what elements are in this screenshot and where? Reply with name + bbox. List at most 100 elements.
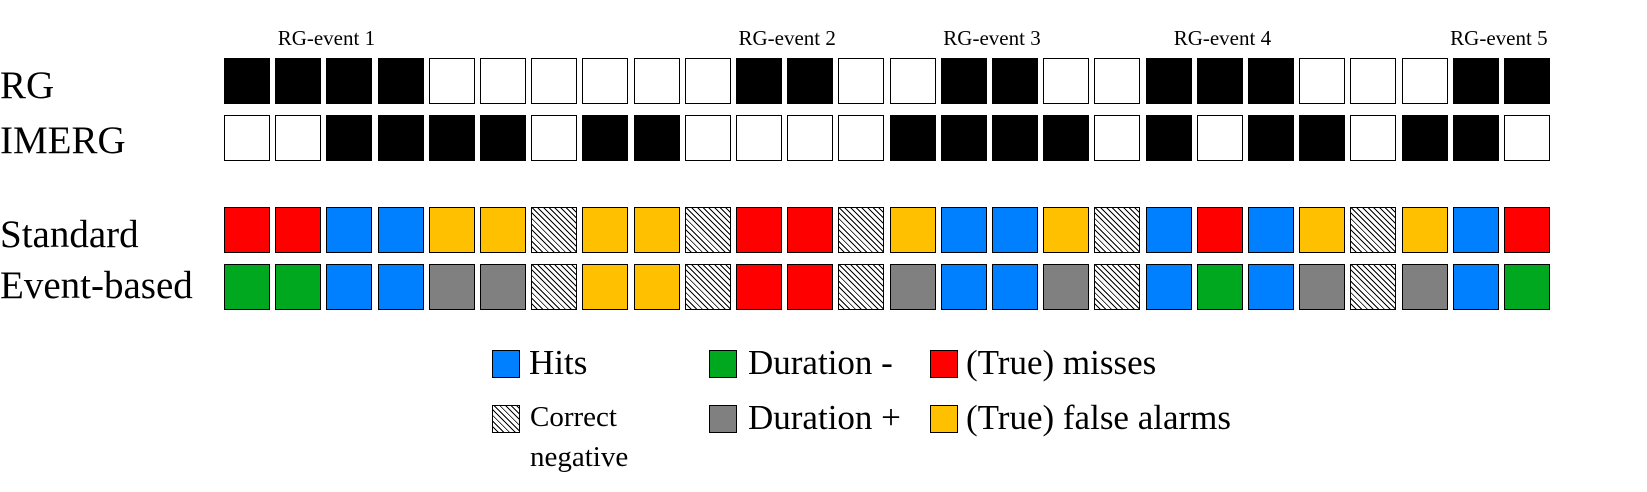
event-cell-dminus <box>1196 264 1243 310</box>
imerg-cell-B <box>582 115 629 161</box>
standard-cell-fa <box>889 207 936 253</box>
standard-cell-fa <box>428 207 475 253</box>
event-cell-hit <box>326 264 373 310</box>
standard-cell-miss <box>275 207 322 253</box>
event-cell-cn <box>838 264 885 310</box>
imerg-cell-W <box>684 115 731 161</box>
row-label-imerg: IMERG <box>0 119 126 162</box>
event-cell-miss <box>787 264 834 310</box>
imerg-cell-W <box>736 115 782 161</box>
standard-cell-fa <box>582 207 629 253</box>
standard-cell-cn <box>1094 207 1141 253</box>
rg-cell-B <box>377 58 424 104</box>
rg-cell-W <box>1401 58 1448 104</box>
standard-cell-miss <box>787 207 834 253</box>
imerg-cell-B <box>1248 115 1294 161</box>
rg-cell-W <box>684 58 731 104</box>
standard-cell-hit <box>1248 207 1294 253</box>
event-cell-fa <box>633 264 680 310</box>
rg-cell-B <box>736 58 782 104</box>
rg-cell-W <box>1094 58 1141 104</box>
imerg-cell-B <box>940 115 987 161</box>
legend-duration-plus: Duration + <box>748 398 901 437</box>
imerg-cell-W <box>1350 115 1397 161</box>
standard-cell-miss <box>1196 207 1243 253</box>
legend-duration-minus: Duration - <box>748 343 893 382</box>
rg-cell-B <box>1504 58 1550 104</box>
imerg-cell-W <box>275 115 322 161</box>
false-alarms-swatch <box>930 405 958 433</box>
rg-cell-B <box>224 58 270 104</box>
imerg-cell-B <box>633 115 680 161</box>
rg-cell-B <box>1452 58 1499 104</box>
event-cell-dplus <box>428 264 475 310</box>
event-cell-cn <box>684 264 731 310</box>
rg-cell-B <box>940 58 987 104</box>
legend-hits: Hits <box>529 343 588 382</box>
event-cell-dminus <box>275 264 322 310</box>
event-cell-dplus <box>1043 264 1090 310</box>
imerg-cell-B <box>377 115 424 161</box>
event-cell-dplus <box>889 264 936 310</box>
imerg-cell-B <box>480 115 526 161</box>
imerg-cell-B <box>889 115 936 161</box>
rg-cell-W <box>1043 58 1090 104</box>
imerg-cell-W <box>1094 115 1141 161</box>
standard-cell-cn <box>531 207 578 253</box>
standard-cell-miss <box>1504 207 1550 253</box>
rg-cell-B <box>992 58 1038 104</box>
imerg-cell-B <box>428 115 475 161</box>
rg-cell-B <box>326 58 373 104</box>
rg-cell-W <box>531 58 578 104</box>
event-label: RG-event 1 <box>277 26 376 50</box>
rg-cell-W <box>480 58 526 104</box>
imerg-cell-W <box>1504 115 1550 161</box>
correct-negative-swatch <box>492 405 520 433</box>
misses-swatch <box>930 350 958 378</box>
event-label: RG-event 2 <box>738 26 836 50</box>
event-label: RG-event 5 <box>1450 26 1548 50</box>
event-cell-hit <box>940 264 987 310</box>
event-cell-hit <box>1452 264 1499 310</box>
standard-cell-miss <box>736 207 782 253</box>
event-cell-cn <box>531 264 578 310</box>
standard-cell-hit <box>377 207 424 253</box>
rg-cell-B <box>1145 58 1192 104</box>
standard-cell-miss <box>224 207 270 253</box>
duration-plus-swatch <box>709 405 737 433</box>
event-cell-dminus <box>1504 264 1550 310</box>
legend-correct-negative-line1: Correct <box>530 401 617 433</box>
standard-cell-hit <box>940 207 987 253</box>
imerg-cell-B <box>1299 115 1346 161</box>
imerg-cell-W <box>224 115 270 161</box>
event-cell-cn <box>1094 264 1141 310</box>
event-label: RG-event 4 <box>1173 26 1272 50</box>
rg-cell-W <box>1299 58 1346 104</box>
imerg-cell-W <box>531 115 578 161</box>
legend-false-alarms: (True) false alarms <box>966 398 1232 437</box>
standard-cell-hit <box>992 207 1038 253</box>
imerg-cell-W <box>787 115 834 161</box>
event-cell-fa <box>582 264 629 310</box>
rg-cell-W <box>633 58 680 104</box>
event-cell-miss <box>736 264 782 310</box>
standard-cell-fa <box>1401 207 1448 253</box>
hits-swatch <box>492 350 520 378</box>
row-label-standard: Standard <box>0 213 139 256</box>
event-cell-dplus <box>480 264 526 310</box>
imerg-cell-B <box>992 115 1038 161</box>
duration-minus-swatch <box>709 350 737 378</box>
standard-cell-hit <box>1145 207 1192 253</box>
rg-cell-W <box>838 58 885 104</box>
event-label: RG-event 3 <box>943 26 1041 50</box>
rg-cell-B <box>787 58 834 104</box>
standard-cell-hit <box>1452 207 1499 253</box>
imerg-cell-B <box>326 115 373 161</box>
imerg-cell-B <box>1043 115 1090 161</box>
event-cell-dplus <box>1401 264 1448 310</box>
standard-cell-cn <box>1350 207 1397 253</box>
row-label-rg: RG <box>0 64 55 107</box>
legend-misses: (True) misses <box>966 343 1157 382</box>
event-cell-dminus <box>224 264 270 310</box>
rg-cell-B <box>275 58 322 104</box>
